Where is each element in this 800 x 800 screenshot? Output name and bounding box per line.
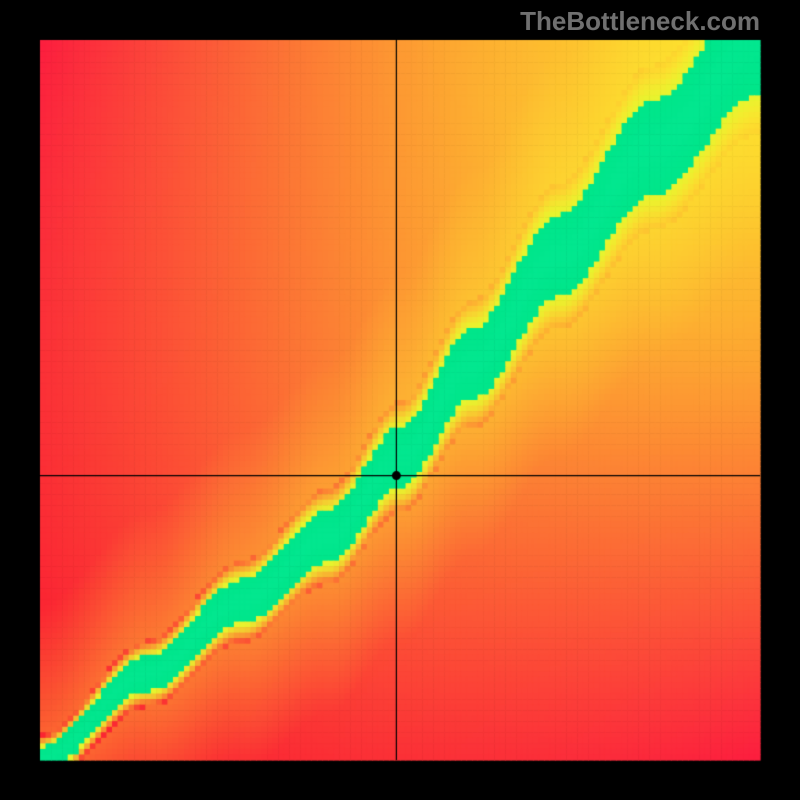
- bottleneck-heatmap: [0, 0, 800, 800]
- watermark-text: TheBottleneck.com: [520, 6, 760, 37]
